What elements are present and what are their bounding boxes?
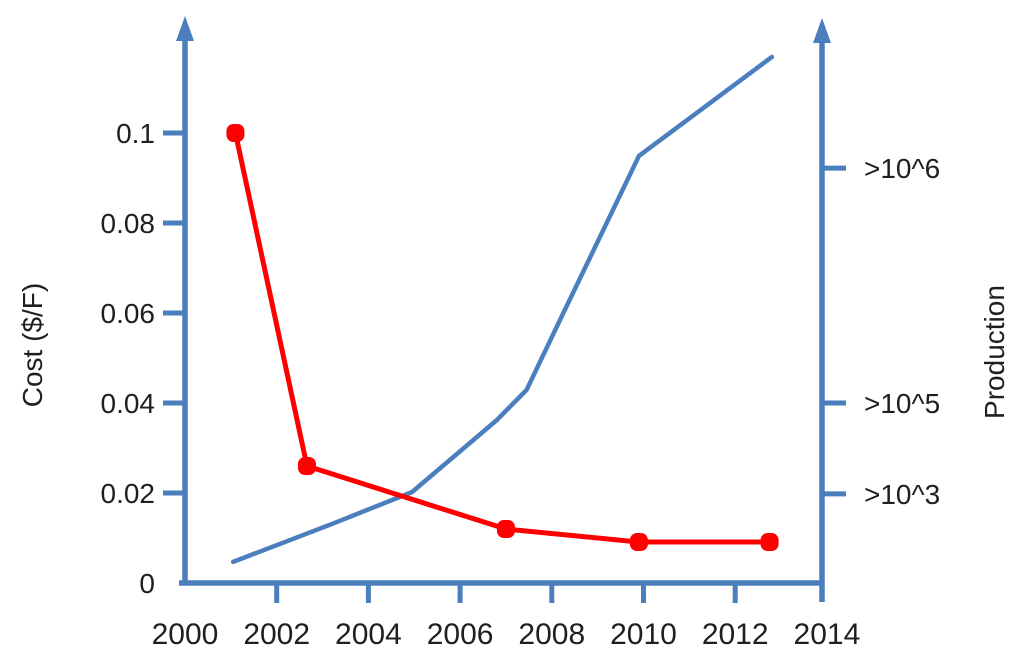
left-tick-label: 0.08 <box>101 208 156 239</box>
x-tick-label: 2006 <box>427 618 494 651</box>
x-tick-label: 2012 <box>702 618 769 651</box>
cost-data-marker <box>760 533 779 552</box>
right-tick-label: >10^5 <box>864 388 940 419</box>
left-axis-title: Cost ($/F) <box>17 283 48 407</box>
x-tick-label: 2002 <box>243 618 310 651</box>
production-series-line <box>230 54 775 565</box>
left-tick-label: 0 <box>139 568 155 599</box>
cost-data-marker <box>496 520 515 538</box>
right-tick-label: >10^3 <box>864 479 940 510</box>
right-axis-title: Production <box>979 285 1010 419</box>
left-tick-label: 0.1 <box>116 118 155 149</box>
left-axis-arrow-icon <box>176 16 194 41</box>
x-tick-label: 2014 <box>794 618 861 651</box>
right-tick-label: >10^6 <box>864 153 940 184</box>
x-tick-label: 2004 <box>335 618 402 651</box>
x-tick-label: 2008 <box>518 618 585 651</box>
left-tick-label: 0.06 <box>101 298 156 329</box>
x-tick-label: 2000 <box>152 618 219 651</box>
cost-data-marker <box>629 533 648 552</box>
right-axis-arrow-icon <box>813 18 831 43</box>
cost-series-line <box>232 130 773 545</box>
left-tick-label: 0.04 <box>101 388 156 419</box>
cost-data-marker <box>297 457 316 475</box>
left-tick-label: 0.02 <box>101 478 156 509</box>
cost-data-marker <box>226 124 245 142</box>
x-tick-label: 2010 <box>610 618 677 651</box>
